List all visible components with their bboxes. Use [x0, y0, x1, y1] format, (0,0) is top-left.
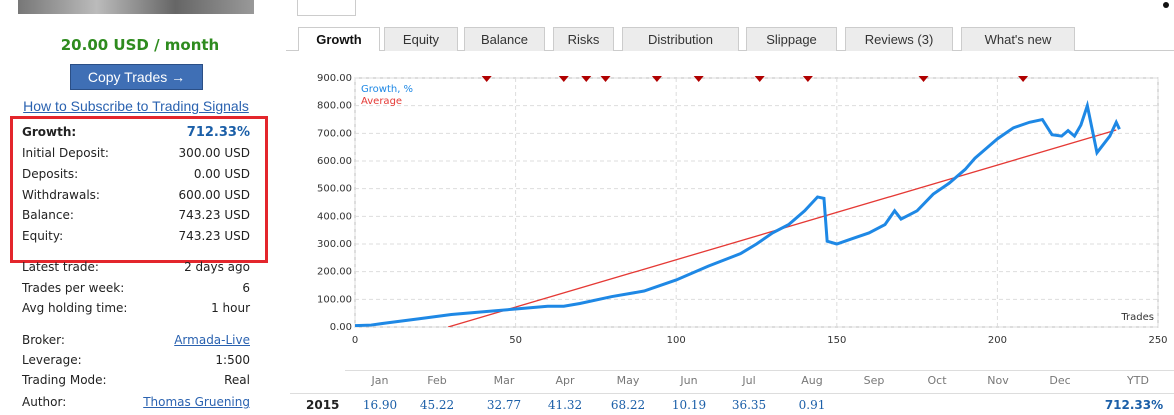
info-label: Author: [22, 395, 66, 409]
x-tick-label: 100 [667, 335, 686, 346]
tab[interactable]: Balance [464, 27, 545, 51]
ytd-header: YTD [1108, 374, 1168, 387]
month-header: Oct [907, 374, 967, 387]
info-value[interactable]: Armada-Live [174, 333, 250, 347]
stat-label: Deposits: [22, 167, 78, 181]
month-header: Sep [844, 374, 904, 387]
x-tick-label: 150 [827, 335, 846, 346]
month-value: 0.91 [782, 398, 842, 412]
month-value: 36.35 [719, 398, 779, 412]
month-header: Jul [719, 374, 779, 387]
y-tick-label: 700.00 [317, 128, 352, 139]
info-label: Leverage: [22, 353, 82, 367]
tab[interactable]: What's new [961, 27, 1075, 51]
info-value: 6 [242, 281, 250, 295]
top-box [297, 0, 356, 16]
header-image [18, 0, 254, 14]
y-tick-label: 200.00 [317, 267, 352, 278]
table-line [345, 370, 1174, 371]
ytd-value: 712.33% [1098, 398, 1170, 412]
stat-value: 300.00 USD [179, 146, 250, 160]
stat-value: 712.33% [187, 125, 250, 140]
y-tick-label: 800.00 [317, 101, 352, 112]
info-label: Trading Mode: [22, 373, 107, 387]
info-value: 2 days ago [184, 260, 250, 274]
info-label: Broker: [22, 333, 65, 347]
stat-value: 743.23 USD [179, 208, 250, 222]
month-value: 10.19 [659, 398, 719, 412]
info-label: Latest trade: [22, 260, 99, 274]
tab[interactable]: Slippage [746, 27, 837, 51]
stat-value: 600.00 USD [179, 188, 250, 202]
month-value: 45.22 [407, 398, 467, 412]
tab[interactable]: Risks [553, 27, 614, 51]
page: {"sidebar":{"price":"20.00 USD / month",… [0, 0, 1174, 415]
month-header: Jan [350, 374, 410, 387]
x-tick-label: 250 [1148, 335, 1167, 346]
tab[interactable]: Growth [298, 27, 380, 51]
tab[interactable]: Reviews (3) [845, 27, 953, 51]
month-header: Apr [535, 374, 595, 387]
year: 2015 [306, 398, 339, 412]
stat-label: Equity: [22, 229, 63, 243]
month-header: Nov [968, 374, 1028, 387]
tab[interactable]: Distribution [622, 27, 739, 51]
y-tick-label: 0.00 [330, 322, 352, 333]
x-tick-label: 0 [352, 335, 358, 346]
month-header: Mar [474, 374, 534, 387]
month-value: 41.32 [535, 398, 595, 412]
table-line [290, 393, 1174, 394]
stat-value: 743.23 USD [179, 229, 250, 243]
x-axis-label: Trades [1120, 312, 1154, 323]
stat-label: Withdrawals: [22, 188, 100, 202]
info-value: 1 hour [211, 301, 250, 315]
y-tick-label: 500.00 [317, 184, 352, 195]
legend-entry: Growth, % [361, 84, 413, 95]
y-tick-label: 900.00 [317, 73, 352, 84]
info-label: Trades per week: [22, 281, 124, 295]
y-tick-label: 600.00 [317, 156, 352, 167]
stat-label: Growth: [22, 125, 76, 139]
info-value[interactable]: Thomas Gruening [143, 395, 250, 409]
subscribe-link[interactable]: How to Subscribe to Trading Signals [0, 98, 272, 114]
month-value: 32.77 [474, 398, 534, 412]
month-header: Dec [1030, 374, 1090, 387]
chart: 0.00 100.00 200.00 300.00 400.00 500.00 600.00… [290, 60, 1174, 355]
month-header: May [598, 374, 658, 387]
month-header: Feb [407, 374, 467, 387]
month-value: 68.22 [598, 398, 658, 412]
price: 20.00 USD / month [0, 36, 280, 54]
plot-area [355, 78, 1158, 327]
info-value: 1:500 [215, 353, 250, 367]
x-tick-label: 50 [509, 335, 522, 346]
stat-label: Balance: [22, 208, 74, 222]
dot [1163, 2, 1169, 8]
info-value: Real [224, 373, 250, 387]
copy-button[interactable]: Copy Trades → [70, 64, 203, 90]
y-tick-label: 400.00 [317, 211, 352, 222]
tab[interactable]: Equity [384, 27, 458, 51]
x-tick-label: 200 [988, 335, 1007, 346]
y-tick-label: 100.00 [317, 294, 352, 305]
stat-value: 0.00 USD [194, 167, 250, 181]
legend-entry: Average [361, 96, 402, 107]
month-value: 16.90 [350, 398, 410, 412]
month-header: Aug [782, 374, 842, 387]
month-header: Jun [659, 374, 719, 387]
y-tick-label: 300.00 [317, 239, 352, 250]
info-label: Avg holding time: [22, 301, 127, 315]
stat-label: Initial Deposit: [22, 146, 109, 160]
